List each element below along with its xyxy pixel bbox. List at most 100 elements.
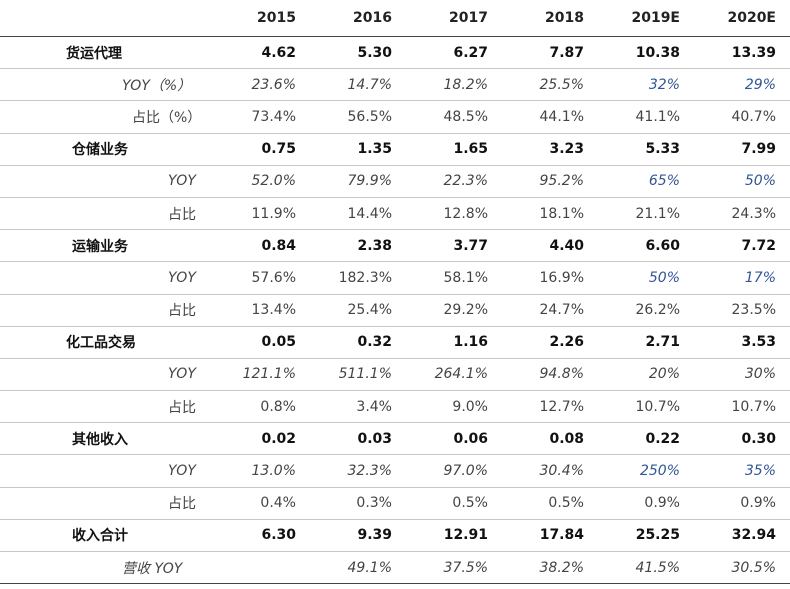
table-row: 货运代理 4.62 5.30 6.27 7.87 10.38 13.39 — [0, 36, 790, 70]
row-label: 占比 — [0, 487, 215, 520]
row-label: 其他收入 — [0, 422, 215, 456]
table-row: 占比（%） 73.4% 56.5% 48.5% 44.1% 41.1% 40.7… — [0, 100, 790, 134]
table-row: YOY 52.0% 79.9% 22.3% 95.2% 65% 50% — [0, 165, 790, 198]
cell-value: 56.5% — [310, 100, 406, 134]
cell-value: 5.30 — [310, 36, 406, 70]
cell-value-forecast: 50% — [694, 165, 790, 198]
cell-value: 6.60 — [598, 229, 694, 263]
cell-value: 14.7% — [310, 68, 406, 102]
row-label: 货运代理 — [0, 36, 215, 70]
cell-value: 21.1% — [598, 197, 694, 231]
cell-value: 0.4% — [215, 487, 310, 520]
cell-value: 0.9% — [694, 487, 790, 520]
cell-value: 26.2% — [598, 294, 694, 327]
cell-value: 41.5% — [598, 551, 694, 585]
header-label-cell — [0, 0, 215, 37]
cell-value-forecast: 32% — [598, 68, 694, 102]
cell-value-forecast: 250% — [598, 454, 694, 488]
cell-value: 10.7% — [694, 390, 790, 424]
cell-value: 97.0% — [406, 454, 502, 488]
table-row: YOY 13.0% 32.3% 97.0% 30.4% 250% 35% — [0, 454, 790, 488]
cell-value: 264.1% — [406, 358, 502, 392]
cell-value: 22.3% — [406, 165, 502, 198]
cell-value-forecast: 20% — [598, 358, 694, 392]
row-label: 运输业务 — [0, 229, 215, 263]
cell-value-forecast: 50% — [598, 261, 694, 295]
cell-value: 1.16 — [406, 326, 502, 359]
cell-value: 23.6% — [215, 68, 310, 102]
cell-value: 9.39 — [310, 518, 406, 553]
cell-value: 30.4% — [502, 454, 598, 488]
cell-value: 2.71 — [598, 326, 694, 359]
row-label: 占比 — [0, 390, 215, 424]
table-row: YOY（%） 23.6% 14.7% 18.2% 25.5% 32% 29% — [0, 68, 790, 102]
row-label: YOY — [0, 358, 215, 392]
cell-value: 49.1% — [310, 551, 406, 585]
row-label: YOY — [0, 261, 215, 295]
cell-value: 3.23 — [502, 133, 598, 166]
row-label: 营收 YOY — [0, 551, 215, 585]
cell-value: 2.38 — [310, 229, 406, 263]
row-label: 收入合计 — [0, 518, 215, 553]
row-label: YOY — [0, 454, 215, 488]
cell-value: 44.1% — [502, 100, 598, 134]
cell-value: 13.4% — [215, 294, 310, 327]
cell-value: 16.9% — [502, 261, 598, 295]
cell-value: 17.84 — [502, 518, 598, 553]
cell-value: 11.9% — [215, 197, 310, 231]
cell-value: 24.3% — [694, 197, 790, 231]
cell-value: 5.33 — [598, 133, 694, 166]
cell-value: 1.65 — [406, 133, 502, 166]
cell-value-forecast: 65% — [598, 165, 694, 198]
cell-value: 6.27 — [406, 36, 502, 70]
cell-value: 121.1% — [215, 358, 310, 392]
row-label: YOY — [0, 165, 215, 198]
table-row: YOY 121.1% 511.1% 264.1% 94.8% 20% 30% — [0, 358, 790, 392]
cell-value: 3.77 — [406, 229, 502, 263]
cell-value: 14.4% — [310, 197, 406, 231]
table-row: 仓储业务 0.75 1.35 1.65 3.23 5.33 7.99 — [0, 133, 790, 166]
cell-value: 0.06 — [406, 422, 502, 456]
header-year: 2020E — [694, 0, 790, 37]
cell-value: 18.1% — [502, 197, 598, 231]
row-label: 仓储业务 — [0, 133, 215, 166]
cell-value: 0.5% — [502, 487, 598, 520]
cell-value: 13.0% — [215, 454, 310, 488]
cell-value: 4.40 — [502, 229, 598, 263]
cell-value: 1.35 — [310, 133, 406, 166]
cell-value: 37.5% — [406, 551, 502, 585]
header-row: 2015 2016 2017 2018 2019E 2020E — [0, 0, 790, 37]
cell-value: 0.75 — [215, 133, 310, 166]
header-year: 2018 — [502, 0, 598, 37]
cell-value: 6.30 — [215, 518, 310, 553]
cell-value: 3.53 — [694, 326, 790, 359]
cell-value: 3.4% — [310, 390, 406, 424]
cell-value: 10.38 — [598, 36, 694, 70]
cell-value: 57.6% — [215, 261, 310, 295]
header-year: 2017 — [406, 0, 502, 37]
cell-value: 0.8% — [215, 390, 310, 424]
cell-value: 7.99 — [694, 133, 790, 166]
table-row: 化工品交易 0.05 0.32 1.16 2.26 2.71 3.53 — [0, 326, 790, 359]
cell-value: 7.87 — [502, 36, 598, 70]
cell-value: 0.5% — [406, 487, 502, 520]
cell-value: 511.1% — [310, 358, 406, 392]
cell-value: 79.9% — [310, 165, 406, 198]
table-row-total: 收入合计 6.30 9.39 12.91 17.84 25.25 32.94 — [0, 518, 790, 553]
cell-value: 0.08 — [502, 422, 598, 456]
table-row: YOY 57.6% 182.3% 58.1% 16.9% 50% 17% — [0, 261, 790, 295]
cell-value-forecast: 29% — [694, 68, 790, 102]
cell-value: 7.72 — [694, 229, 790, 263]
cell-value: 23.5% — [694, 294, 790, 327]
cell-value: 0.30 — [694, 422, 790, 456]
cell-value: 25.5% — [502, 68, 598, 102]
cell-value: 52.0% — [215, 165, 310, 198]
cell-value: 12.8% — [406, 197, 502, 231]
cell-value-forecast: 17% — [694, 261, 790, 295]
cell-value: 48.5% — [406, 100, 502, 134]
cell-value: 0.02 — [215, 422, 310, 456]
header-year: 2015 — [215, 0, 310, 37]
row-label: YOY（%） — [0, 68, 215, 102]
row-label: 占比（%） — [0, 100, 215, 134]
